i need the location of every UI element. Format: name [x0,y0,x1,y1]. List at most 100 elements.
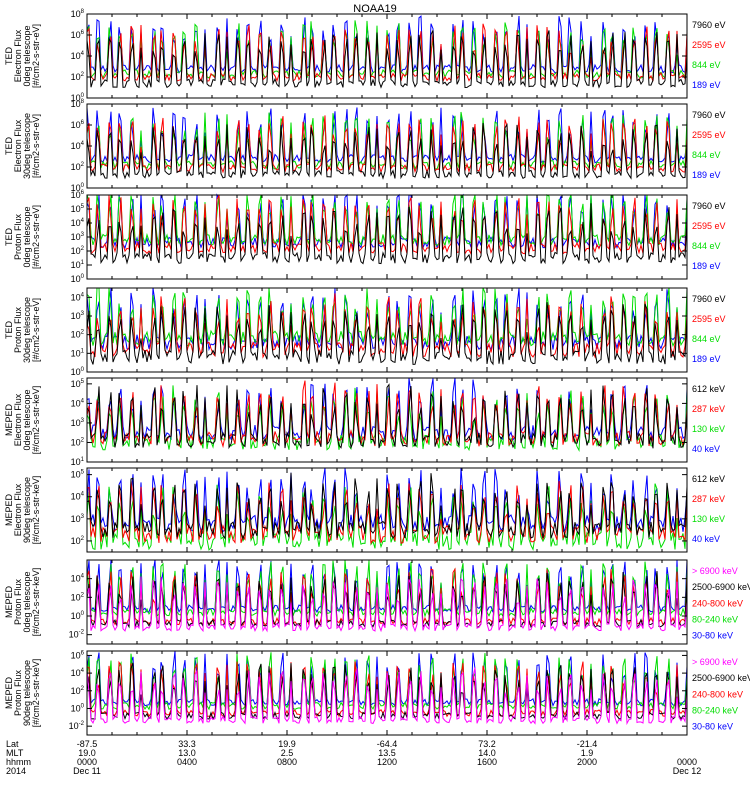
x-tick-label: 13.5 [378,748,396,758]
legend-entry: 2595 eV [692,221,726,231]
legend-entry: 2595 eV [692,314,726,324]
y-tick-label: 104 [71,51,85,61]
panel-2: 100 102 104 106 108 TED Electron Flux 30deg tel… [4,99,726,193]
x-tick-label: 0000 [677,757,697,767]
x-tick-label: 14.0 [478,748,496,758]
legend-entry: 240-800 keV [692,598,743,608]
legend-entry: 189 eV [692,170,721,180]
y-axis-label-line: 0deg telescope [22,389,32,450]
legend-entry: 7960 eV [692,201,726,211]
x-axis-row-label: MLT [6,748,24,758]
legend-entry: 189 eV [692,354,721,364]
y-axis-label-line: MEPED [4,677,14,710]
x-tick-label: Dec 11 [73,766,101,776]
x-tick-label: 73.2 [478,739,496,749]
y-tick-label: 102 [71,162,85,172]
y-tick-label: 104 [71,141,85,151]
y-axis-label-line: TED [4,227,14,246]
legend-entry: 7960 eV [692,110,726,120]
y-axis-label-line: 0deg telescope [22,571,32,632]
y-axis-label-line: 30deg telescope [22,297,32,363]
legend-entry: 7960 eV [692,294,726,304]
y-axis-label-line: MEPED [4,404,14,437]
y-axis-label-line: [#/cm2-s-str-keV] [31,476,41,545]
y-tick-label: 106 [71,190,85,200]
x-axis-row-label: hhmm [6,757,31,767]
y-axis-label-line: 90deg telescope [22,660,32,726]
time-axis-labels: Lat -87.5 33.3 19.9 -64.4 73.2 -21.4 MLT 19.0 13.… [6,739,701,776]
series-trace-ff00ff [86,667,688,726]
y-tick-label: 102 [71,536,85,546]
series-trace-ff00ff [86,576,688,633]
panel-7: 10-2 100 102 104 MEPED Proton Flux 0deg telesc… [4,559,750,645]
x-tick-label: 1200 [377,757,397,767]
series-trace-00dd00 [86,111,688,171]
legend-entry: > 6900 keV [692,657,738,667]
x-tick-label: 2.5 [281,748,294,758]
y-tick-label: 103 [71,514,85,524]
series-trace-ff0000 [86,481,688,545]
x-tick-label: 1.9 [581,748,594,758]
legend-entry: 844 eV [692,60,721,70]
panel-1: 100 102 104 106 108 TED Electron Flux 0deg tele… [4,9,726,103]
y-tick-label: 102 [71,437,85,447]
y-tick-label: 105 [71,470,85,480]
series-trace-0000ff [86,107,688,164]
legend-entry: 30-80 keV [692,631,733,641]
y-axis-label-line: 30deg telescope [22,113,32,179]
x-tick-label: 0800 [277,757,297,767]
y-axis-label-line: [#/cm2-s-str-keV] [31,659,41,728]
series-trace-000000 [86,383,688,450]
series-trace-000000 [86,472,688,541]
y-axis-label-line: MEPED [4,586,14,619]
y-tick-label: 104 [71,218,85,228]
y-tick-label: 108 [71,99,85,109]
panel-6: 102 103 104 105 MEPED Electron Flux 90deg tele… [4,467,725,553]
series-trace-000000 [86,30,688,89]
series-trace-000000 [86,122,688,180]
legend-entry: 80-240 keV [692,614,738,624]
y-axis-label-line: Proton Flux [13,213,23,260]
x-tick-label: 33.3 [178,739,196,749]
y-tick-label: 101 [71,348,85,358]
y-tick-label: 105 [71,379,85,389]
legend-entry: 189 eV [692,80,721,90]
y-axis-label-line: Electron Flux [13,119,23,172]
y-tick-label: 102 [71,246,85,256]
y-tick-label: 102 [71,592,85,602]
legend-entry: 2500-6900 keV [692,582,750,592]
y-axis-label-line: TED [4,136,14,155]
legend-entry: 612 keV [692,474,725,484]
y-tick-label: 102 [71,330,85,340]
series-trace-0000ff [86,467,688,534]
x-tick-label: 0000 [77,757,97,767]
y-axis-label-line: [#/cm2-s-str-eV] [31,205,41,269]
y-axis-label-line: [#/cm2-s-str-eV] [31,298,41,362]
y-tick-label: 105 [71,204,85,214]
y-axis-label-line: 0deg telescope [22,25,32,86]
y-tick-label: 10-2 [69,630,85,640]
panel-frame [86,103,688,189]
y-axis-label-line: [#/cm2-s-str-eV] [31,114,41,178]
y-tick-label: 108 [71,9,85,19]
x-tick-label: -64.4 [377,739,398,749]
legend-entry: 844 eV [692,334,721,344]
x-tick-label: -21.4 [577,739,598,749]
y-tick-label: 100 [71,93,85,103]
legend-entry: > 6900 keV [692,566,738,576]
y-tick-label: 100 [71,183,85,193]
y-axis-label-line: Proton Flux [13,306,23,353]
x-axis-row-label: Lat [6,739,19,749]
legend-entry: 130 keV [692,424,725,434]
y-tick-label: 104 [71,668,85,678]
legend-entry: 2500-6900 keV [692,673,750,683]
y-axis-label-line: Electron Flux [13,393,23,446]
series-trace-ff0000 [86,194,688,256]
y-tick-label: 102 [71,72,85,82]
x-tick-label: 19.0 [78,748,96,758]
legend-entry: 240-800 keV [692,689,743,699]
y-tick-label: 106 [71,30,85,40]
x-tick-label: 19.9 [278,739,296,749]
y-axis-label-line: [#/cm2-s-str-keV] [31,568,41,637]
panel-3: 100 101 102 103 104 105 106 TED Proton Flux 0deg … [4,190,726,284]
